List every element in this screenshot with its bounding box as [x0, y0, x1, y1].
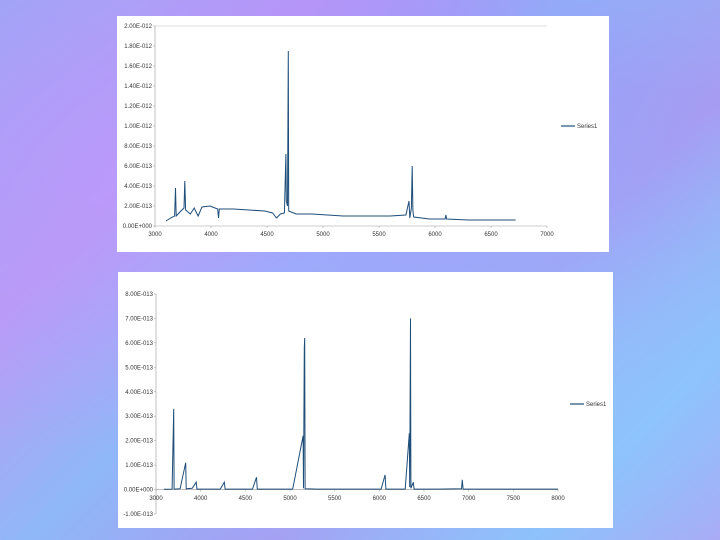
- y-tick-label: 6.00E-013: [125, 341, 153, 347]
- y-tick-label: 8.00E-013: [124, 144, 152, 150]
- series-line: [165, 50, 516, 222]
- x-tick-label: 7000: [540, 232, 554, 238]
- chart-panel-top: 0.00E+000 2.00E-013 4.00E-013 6.00E-013 8.00…: [117, 16, 609, 252]
- y-tick-label: 1.00E-012: [124, 124, 152, 130]
- y-tick-label: -1.00E-013: [123, 512, 153, 518]
- x-tick-label: 5000: [316, 232, 330, 238]
- x-tick-label: 4500: [239, 496, 253, 502]
- spectrum-chart-bottom: -1.00E-013 0.00E+000 1.00E-013 2.00E-013 3.0…: [123, 292, 607, 518]
- x-tick-label: 5500: [328, 496, 342, 502]
- x-tick-label: 6500: [417, 496, 431, 502]
- series-line: [163, 318, 558, 490]
- y-tick-label: 1.60E-012: [124, 64, 152, 70]
- legend-label: Series1: [586, 402, 607, 408]
- y-tick-label: 4.00E-013: [124, 184, 152, 190]
- x-tick-label: 3000: [149, 496, 163, 502]
- y-tick-label: 3.00E-013: [125, 414, 153, 420]
- y-tick-label: 2.00E-013: [124, 204, 152, 210]
- y-tick-label: 1.80E-012: [124, 44, 152, 50]
- x-tick-label: 3000: [148, 232, 162, 238]
- x-tick-label: 7000: [462, 496, 476, 502]
- x-tick-label: 5500: [372, 232, 386, 238]
- y-tick-label: 5.00E-013: [125, 365, 153, 371]
- x-tick-label: 4500: [260, 232, 274, 238]
- y-tick-label: 8.00E-013: [125, 292, 153, 298]
- y-tick-label: 2.00E-012: [124, 24, 152, 30]
- x-tick-label: 5000: [283, 496, 297, 502]
- y-tick-label: 4.00E-013: [125, 390, 153, 396]
- x-tick-label: 4000: [194, 496, 208, 502]
- x-tick-label: 6000: [428, 232, 442, 238]
- y-tick-label: 1.00E-013: [125, 463, 153, 469]
- y-tick-label: 0.00E+000: [123, 224, 153, 230]
- y-tick-label: 6.00E-013: [124, 164, 152, 170]
- x-tick-label: 6000: [373, 496, 387, 502]
- x-tick-label: 4000: [204, 232, 218, 238]
- y-tick-label: 2.00E-013: [125, 439, 153, 445]
- x-tick-label: 6500: [484, 232, 498, 238]
- y-tick-label: 0.00E+000: [124, 488, 154, 494]
- y-tick-label: 1.20E-012: [124, 104, 152, 110]
- legend-label: Series1: [577, 124, 598, 130]
- x-tick-label: 7500: [507, 496, 521, 502]
- y-tick-label: 7.00E-013: [125, 316, 153, 322]
- x-tick-label: 8000: [551, 496, 565, 502]
- chart-panel-bottom: -1.00E-013 0.00E+000 1.00E-013 2.00E-013 3.0…: [118, 272, 613, 528]
- spectrum-chart-top: 0.00E+000 2.00E-013 4.00E-013 6.00E-013 8.00…: [123, 24, 598, 238]
- y-tick-label: 1.40E-012: [124, 84, 152, 90]
